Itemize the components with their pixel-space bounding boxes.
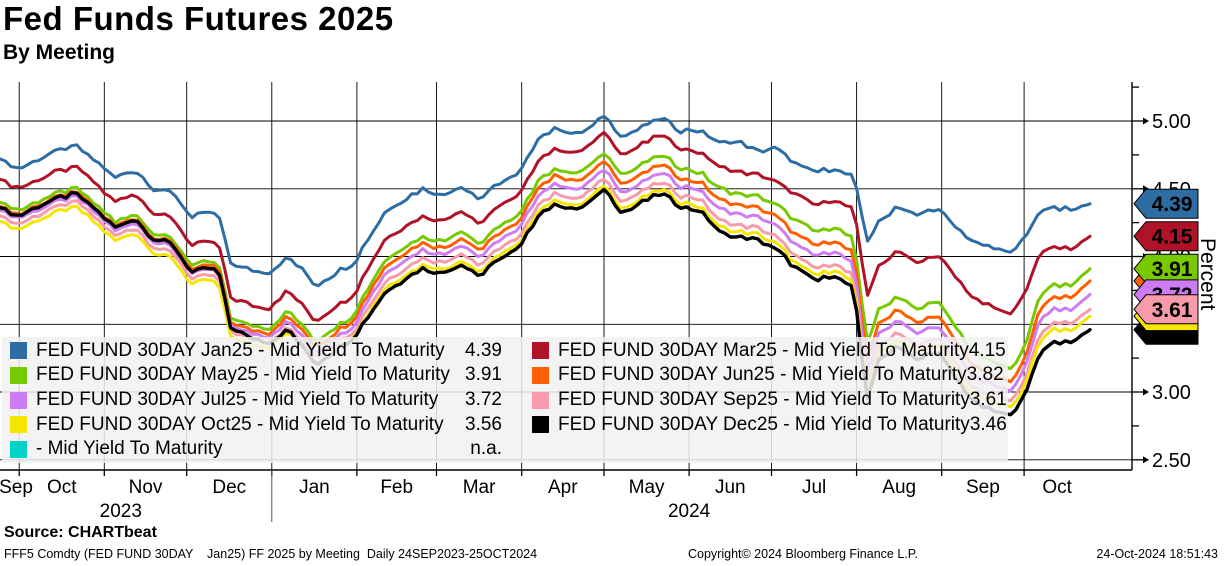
x-axis-month-label: Oct — [47, 477, 77, 498]
source-label: Source: CHARTbeat — [4, 524, 157, 541]
y-axis-tick-label: 5.00 — [1152, 111, 1191, 133]
x-axis-month-label: Aug — [882, 477, 916, 498]
x-axis-month-label: Jun — [715, 477, 746, 498]
legend-swatch-icon — [532, 416, 549, 434]
price-badge-may25: 3.91 — [1133, 253, 1199, 284]
x-axis-month-label: Oct — [1042, 477, 1072, 498]
x-axis-month-label: Sep — [966, 477, 1000, 498]
legend-label: FED FUND 30DAY Oct25 - Mid Yield To Matu… — [36, 413, 444, 435]
y-axis-title: Percent — [1196, 238, 1219, 311]
price-badge-sep25: 3.61 — [1133, 294, 1199, 325]
series-line-jan25 — [0, 114, 1092, 288]
price-badge-shape — [1133, 188, 1199, 219]
legend-swatch-icon — [10, 391, 27, 409]
price-badge-value: 3.91 — [1152, 258, 1193, 281]
legend-swatch-icon — [10, 366, 27, 384]
legend-entry-sep25[interactable]: FED FUND 30DAY Sep25 - Mid Yield To Matu… — [530, 388, 1008, 413]
legend-entry-may25[interactable]: FED FUND 30DAY May25 - Mid Yield To Matu… — [2, 363, 530, 388]
x-axis-month-label: Jan — [299, 477, 330, 498]
legend-swatch-icon — [532, 342, 549, 360]
legend-swatch-icon — [532, 391, 549, 409]
legend-last-value: 4.39 — [465, 339, 502, 361]
chart-legend: FED FUND 30DAY Jan25 - Mid Yield To Matu… — [2, 337, 1008, 463]
price-badge-shape — [1133, 221, 1199, 252]
legend-entry-jun25[interactable]: FED FUND 30DAY Jun25 - Mid Yield To Matu… — [530, 363, 1008, 388]
legend-label: FED FUND 30DAY Jul25 - Mid Yield To Matu… — [36, 389, 439, 410]
x-axis-year-label: 2023 — [100, 501, 142, 522]
price-badge-value: 3.61 — [1152, 299, 1193, 322]
page-title: Fed Funds Futures 2025 — [3, 0, 394, 37]
legend-label: FED FUND 30DAY Mar25 - Mid Yield To Matu… — [558, 339, 969, 361]
legend-entry-jan25[interactable]: FED FUND 30DAY Jan25 - Mid Yield To Matu… — [2, 339, 530, 364]
legend-swatch-icon — [10, 440, 27, 458]
legend-last-value: 3.72 — [465, 389, 502, 410]
price-badge-mar25: 4.15 — [1133, 221, 1199, 252]
legend-swatch-icon — [532, 366, 549, 384]
legend-last-value: 3.91 — [465, 364, 502, 386]
legend-last-value: 3.61 — [969, 389, 1007, 410]
series-line-mar25 — [0, 130, 1092, 322]
legend-label: FED FUND 30DAY Jun25 - Mid Yield To Matu… — [558, 364, 967, 386]
series-line-may25 — [0, 152, 1092, 371]
footer-timestamp: 24-Oct-2024 18:51:43 — [1096, 547, 1218, 561]
x-axis-month-label: Dec — [212, 477, 246, 498]
legend-label: FED FUND 30DAY Dec25 - Mid Yield To Matu… — [558, 413, 970, 435]
y-axis-tick-label: 2.50 — [1152, 450, 1191, 472]
price-badge-shape — [1133, 294, 1199, 325]
x-axis-month-label: May — [629, 477, 665, 498]
x-axis-year-label: 2024 — [668, 501, 711, 522]
legend-entry-dec25[interactable]: FED FUND 30DAY Dec25 - Mid Yield To Matu… — [530, 412, 1008, 437]
legend-label: FED FUND 30DAY Jan25 - Mid Yield To Matu… — [36, 339, 445, 361]
legend-last-value: 3.82 — [966, 364, 1004, 386]
price-badge-value: 4.15 — [1152, 226, 1193, 249]
y-axis-tick-arrow — [1143, 117, 1149, 125]
legend-last-value: 3.56 — [465, 413, 502, 435]
legend-swatch-icon — [10, 416, 27, 434]
legend-label: FED FUND 30DAY May25 - Mid Yield To Matu… — [36, 364, 450, 386]
x-axis-month-label: Feb — [380, 477, 413, 498]
footer-copyright: Copyright© 2024 Bloomberg Finance L.P. — [688, 547, 918, 561]
legend-entry-mar25[interactable]: FED FUND 30DAY Mar25 - Mid Yield To Matu… — [530, 339, 1008, 364]
last-value-badges: 4.394.153.823.913.723.463.563.61 — [1133, 188, 1199, 345]
y-axis-tick-label: 3.00 — [1152, 382, 1191, 404]
price-badge-jan25: 4.39 — [1133, 188, 1199, 219]
page-subtitle: By Meeting — [3, 41, 116, 64]
y-axis-tick-arrow — [1143, 388, 1149, 396]
x-axis-month-label: Apr — [548, 477, 578, 498]
x-axis-month-label: Jul — [802, 477, 826, 498]
legend-last-value: n.a. — [470, 438, 502, 460]
x-axis-month-label: Nov — [129, 477, 163, 498]
legend-entry-oct25[interactable]: FED FUND 30DAY Oct25 - Mid Yield To Matu… — [2, 412, 530, 437]
legend-swatch-icon — [10, 342, 27, 360]
price-badge-shape — [1133, 253, 1199, 284]
legend-entry-jul25[interactable]: FED FUND 30DAY Jul25 - Mid Yield To Matu… — [2, 388, 530, 413]
legend-last-value: 3.46 — [969, 413, 1007, 435]
legend-label: FED FUND 30DAY Sep25 - Mid Yield To Matu… — [558, 389, 970, 410]
footer-ticker-description: FFF5 Comdty (FED FUND 30DAY Jan25) FF 20… — [4, 547, 538, 561]
x-axis-month-label: Mar — [463, 477, 496, 498]
legend-last-value: 4.15 — [968, 339, 1006, 361]
price-badge-value: 4.39 — [1152, 193, 1193, 216]
legend-label: - Mid Yield To Maturity — [36, 438, 223, 460]
legend-entry-na[interactable]: - Mid Yield To Maturity n.a. — [2, 437, 530, 462]
x-axis-month-label: Sep — [0, 477, 33, 498]
y-axis-tick-arrow — [1143, 456, 1149, 464]
